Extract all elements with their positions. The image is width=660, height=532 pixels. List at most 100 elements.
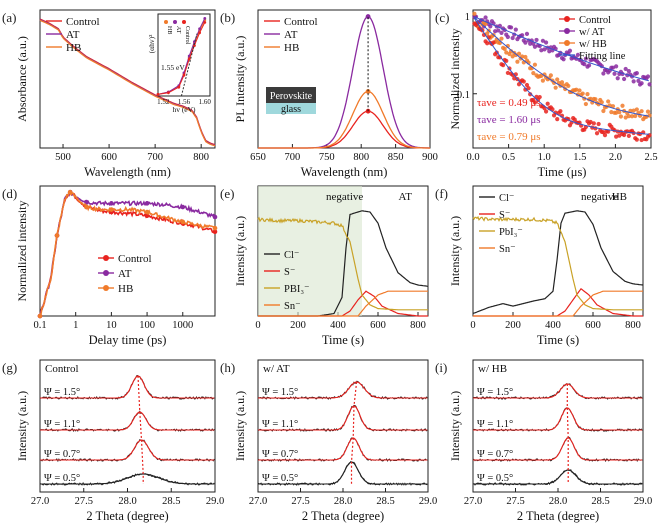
trpl-point-wat [636,78,641,83]
trpl-point-wat [586,63,592,68]
trpl-point-whb [515,59,520,64]
y-axis-label-d: Normalized intensity [15,201,29,302]
xrd-fit-line-h [258,437,428,461]
trpl-point-control [596,121,601,127]
x-tick-label-h: 29.0 [419,496,437,507]
negative-region-e [258,186,362,316]
trpl-point-whb [532,62,538,67]
panel-c: (c) Time (μs) Normalized intensity 0.0 0.5 1.… [435,9,658,179]
tau-annotation: τave = 0.79 μs [477,131,541,143]
trpl-point-control [550,107,555,112]
peak-shift-guide-g [137,375,144,484]
sims-line-e [257,216,428,311]
legend-label-f: PbI₃⁻ [499,227,523,238]
x-tick-label-g: 28.0 [118,496,136,507]
legend-label-e: Sn⁻ [284,301,301,312]
x-tick-label-b: 850 [388,152,404,163]
trpl-point-whb [472,11,477,16]
x-axis-label-d: Delay time (ps) [89,333,167,347]
x-tick-label-g: 28.5 [162,496,180,507]
trpl-point-whb [610,104,616,109]
x-tick-label-d: 10 [106,320,117,331]
plot-frame-a [39,9,216,149]
x-tick-label-g: 27.5 [75,496,93,507]
x-tick-label-c: 1.5 [573,152,586,163]
trpl-point-control [626,133,631,139]
trpl-point-whb [617,110,622,115]
trpl-point-whb [633,113,638,119]
inset-x-tick-label: 1.56 [178,98,191,106]
legend-marker-d [103,285,109,291]
trpl-point-wat [626,68,631,74]
panel-label-c: (c) [435,10,449,25]
x-axis-label-g: 2 Theta (degree) [86,509,168,523]
trpl-point-wat [539,48,544,53]
trpl-point-whb [574,87,579,92]
sims-line-e [258,290,428,317]
inset-x-label: hv (eV) [172,105,196,114]
plot-frame-d [39,185,216,317]
trpl-point-wat [524,31,530,36]
ta-point [109,207,114,212]
legend-label-b: HB [284,42,299,54]
panel-h: (h) 2 Theta (degree) Intensity (a.u.) 27.0 2… [220,359,437,523]
ta-point [180,204,186,210]
inset-point [187,57,191,61]
trpl-point-wat [513,27,518,32]
trpl-point-wat [634,71,639,76]
x-tick-label-i: 28.0 [549,496,567,507]
panel-label-e: (e) [220,186,234,201]
y-axis-label-b: PL Intensity (a.u.) [233,36,247,123]
x-axis-label-f: Time (s) [537,333,579,347]
trpl-point-wat [510,35,515,41]
y-axis-label-c: Normalized intensity [448,29,462,130]
peak-shift-guide-h [350,381,358,484]
legend-label-c: w/ AT [579,27,605,38]
xrd-fit-line-g [40,411,215,431]
x-axis-label-i: 2 Theta (degree) [517,509,599,523]
trpl-point-whb [606,99,611,104]
trpl-point-whb [555,77,560,82]
panel-title-i: w/ HB [478,363,507,375]
trpl-point-whb [614,110,619,115]
x-tick-label-f: 800 [625,320,641,331]
legend-label-c: w/ HB [579,39,607,50]
inset-point [182,73,186,77]
x-tick-label-e: 600 [370,320,386,331]
peak-shift-guide-i [566,384,569,484]
psi-label-h: Ψ = 1.5° [262,387,298,398]
trpl-point-whb [631,108,636,113]
y-axis-label-i: Intensity (a.u.) [448,391,462,461]
trpl-point-wat [610,65,616,70]
x-axis-label-h: 2 Theta (degree) [302,509,384,523]
legend-label-e: S⁻ [284,267,295,278]
trpl-point-whb [618,114,624,119]
psi-label-h: Ψ = 1.1° [262,419,298,430]
trpl-point-control [591,121,596,126]
panel-title-h: w/ AT [263,363,290,375]
ta-point [212,229,218,235]
trpl-point-wat [508,25,514,30]
tau-annotation: τave = 0.49 μs [477,97,541,109]
ta-point [37,313,43,319]
trpl-point-wat [647,82,652,87]
inset-point [198,31,202,35]
trpl-point-wat [623,66,628,72]
inset-legend-label: HB [166,26,172,34]
glass-label: glass [281,104,301,115]
xrd-fit-line-g [40,439,215,461]
psi-label-i: Ψ = 1.5° [477,387,513,398]
trpl-point-whb [559,80,565,85]
inset-legend-marker [182,20,186,24]
trpl-point-whb [516,51,522,56]
region-label-f: negative [581,191,618,203]
trpl-point-wat [612,71,617,76]
x-tick-label-a: 600 [101,152,117,163]
trpl-point-control [555,117,560,122]
trpl-point-whb [540,78,545,83]
xrd-fit-line-g [40,375,215,399]
trpl-point-control [521,79,526,84]
plot-frame-b [257,9,431,149]
inset-x-tick-label: 1.52 [157,98,170,106]
legend-label-a: Control [66,16,100,28]
